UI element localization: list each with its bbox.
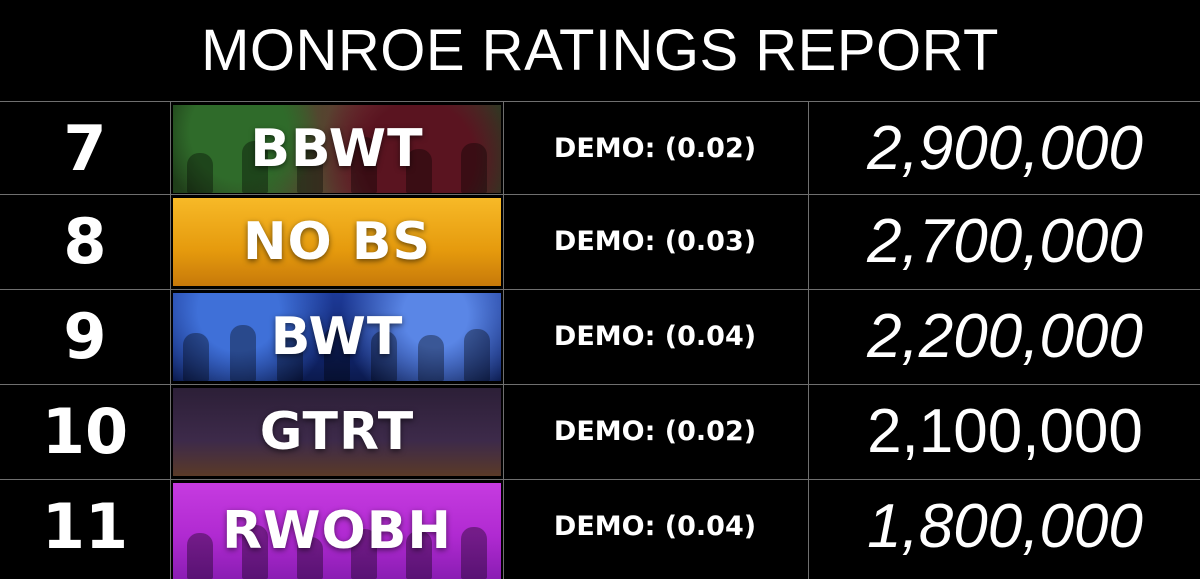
- column-divider: [170, 101, 171, 579]
- show-banner: GTRT: [173, 388, 501, 476]
- rank-number: 9: [63, 300, 107, 373]
- viewer-count: 2,900,000: [867, 114, 1143, 183]
- viewer-count: 2,200,000: [867, 302, 1143, 371]
- show-label: BBWT: [250, 119, 424, 179]
- banner-figures: [173, 519, 501, 579]
- show-banner: NO BS: [173, 198, 501, 286]
- rank-number: 8: [63, 205, 107, 278]
- banner-figures: [173, 321, 501, 381]
- rank-number: 10: [41, 395, 129, 468]
- ratings-table: 7 BBWT DEMO: (0.02) 2,900,000 8 NO BS DE…: [0, 101, 1200, 579]
- table-row: 11 RWOBH DEMO: (0.04) 1,800,000: [0, 479, 1200, 579]
- viewer-count: 1,800,000: [867, 492, 1143, 561]
- show-banner: BWT: [173, 293, 501, 381]
- table-row: 7 BBWT DEMO: (0.02) 2,900,000: [0, 101, 1200, 194]
- viewer-count: 2,100,000: [867, 397, 1143, 466]
- show-label: BWT: [270, 307, 404, 367]
- demo-rating: DEMO: (0.03): [553, 226, 757, 257]
- column-divider: [503, 101, 504, 579]
- show-banner: RWOBH: [173, 483, 501, 579]
- demo-rating: DEMO: (0.02): [553, 416, 757, 447]
- show-label: NO BS: [243, 212, 431, 272]
- column-divider: [808, 101, 809, 579]
- banner-figures: [173, 133, 501, 193]
- rank-number: 7: [63, 112, 107, 185]
- table-row: 8 NO BS DEMO: (0.03) 2,700,000: [0, 194, 1200, 287]
- show-label: GTRT: [259, 402, 415, 462]
- demo-rating: DEMO: (0.02): [553, 133, 757, 164]
- report-title: MONROE RATINGS REPORT: [201, 17, 999, 83]
- table-row: 9 BWT DEMO: (0.04) 2,200,000: [0, 289, 1200, 382]
- show-label: RWOBH: [222, 501, 452, 561]
- show-banner: BBWT: [173, 105, 501, 193]
- viewer-count: 2,700,000: [867, 207, 1143, 276]
- demo-rating: DEMO: (0.04): [553, 511, 757, 542]
- rank-number: 11: [41, 490, 129, 563]
- demo-rating: DEMO: (0.04): [553, 321, 757, 352]
- table-row: 10 GTRT DEMO: (0.02) 2,100,000: [0, 384, 1200, 477]
